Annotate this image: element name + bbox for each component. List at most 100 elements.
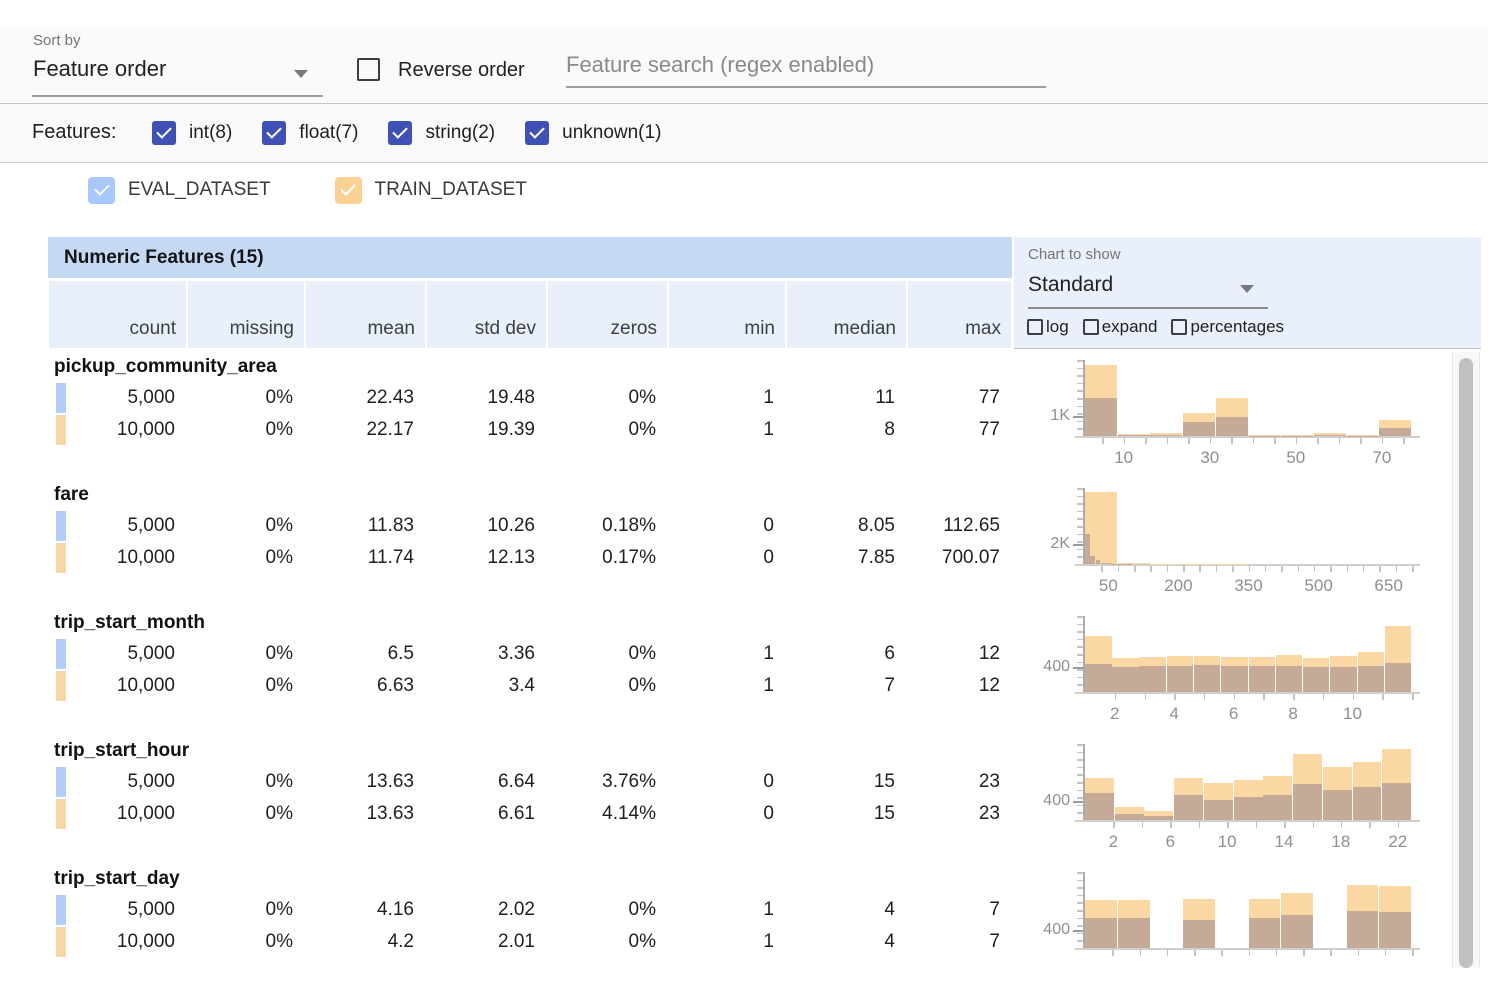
x-axis-tick	[1296, 438, 1298, 444]
x-axis-tick	[1412, 566, 1414, 572]
y-axis-tick	[1077, 654, 1083, 656]
stat-cell-count: 5,000	[48, 510, 175, 542]
reverse-order-checkbox[interactable]	[357, 58, 380, 81]
x-axis-tick	[1118, 566, 1120, 572]
x-axis-tick	[1194, 950, 1196, 956]
x-axis-tick	[1170, 822, 1172, 828]
stat-cell-mean: 22.17	[305, 414, 414, 446]
vertical-scrollbar-thumb[interactable]	[1459, 358, 1473, 968]
y-axis-tick	[1077, 375, 1083, 377]
x-axis-tick	[1313, 822, 1315, 828]
stat-cell-std-dev: 19.39	[426, 414, 535, 446]
x-axis-tick	[1382, 694, 1384, 700]
chevron-down-icon[interactable]	[1240, 285, 1254, 293]
y-axis-label: 400	[1030, 792, 1070, 810]
x-axis-tick	[1140, 950, 1142, 956]
stat-cell-std-dev: 2.02	[426, 894, 535, 926]
chart-option-checkbox[interactable]	[1083, 319, 1099, 335]
x-tick-label: 14	[1262, 832, 1306, 852]
x-axis-line	[1075, 820, 1420, 822]
dataset-checkbox[interactable]	[335, 177, 362, 204]
stat-cell-missing: 0%	[187, 414, 293, 446]
chart-to-show-dropdown[interactable]: Standard	[1028, 273, 1113, 297]
stat-cell-count: 5,000	[48, 382, 175, 414]
y-axis-tick	[1077, 541, 1083, 543]
stat-cell-std-dev: 10.26	[426, 510, 535, 542]
eval-bar	[1382, 783, 1411, 820]
features-filter-label: Features:	[32, 121, 116, 144]
eval-bar	[1106, 563, 1111, 564]
x-axis-tick	[1284, 822, 1286, 828]
stat-cell-median: 6	[786, 638, 895, 670]
chart-option-checkbox[interactable]	[1027, 319, 1043, 335]
stat-cell-median: 11	[786, 382, 895, 414]
eval-bar	[1249, 666, 1276, 692]
feature-type-checkbox[interactable]	[262, 121, 286, 145]
y-axis-tick	[1077, 526, 1083, 528]
x-tick-label: 10	[1205, 832, 1249, 852]
eval-bar	[1323, 790, 1352, 820]
y-axis-tick	[1077, 383, 1083, 385]
eval-bar	[1379, 428, 1411, 436]
feature-type-checkbox[interactable]	[525, 121, 549, 145]
dataset-checkbox[interactable]	[88, 177, 115, 204]
y-axis-tick	[1077, 398, 1083, 400]
x-axis-line	[1075, 948, 1420, 950]
feature-type-checkbox[interactable]	[388, 121, 412, 145]
x-axis-tick	[1102, 438, 1104, 444]
stat-cell-median: 15	[786, 766, 895, 798]
column-header-zeros: zeros	[548, 281, 667, 348]
stat-cell-min: 1	[668, 638, 774, 670]
y-axis-major-tick	[1073, 801, 1083, 803]
eval-bar	[1090, 556, 1095, 564]
eval-bar	[1330, 667, 1357, 692]
stat-cell-min: 1	[668, 382, 774, 414]
x-tick-label: 70	[1360, 448, 1404, 468]
checkmark-icon	[156, 123, 172, 139]
stat-cell-missing: 0%	[187, 510, 293, 542]
y-axis-tick	[1077, 518, 1083, 520]
x-axis-tick	[1167, 950, 1169, 956]
chart-option-checkbox[interactable]	[1171, 319, 1187, 335]
y-axis-tick	[1077, 662, 1083, 664]
stat-cell-min: 0	[668, 510, 774, 542]
y-axis-tick	[1077, 556, 1083, 558]
stat-cell-mean: 13.63	[305, 798, 414, 830]
dataset-legend-item-train_dataset: TRAIN_DATASET	[335, 177, 527, 204]
y-axis-tick	[1077, 631, 1083, 633]
stat-cell-max: 7	[907, 926, 1000, 958]
x-tick-label: 4	[1152, 704, 1196, 724]
eval-bar	[1085, 398, 1117, 436]
eval-bar	[1085, 664, 1112, 693]
x-axis-tick	[1199, 822, 1201, 828]
stat-cell-count: 10,000	[48, 670, 175, 702]
x-tick-label: 2	[1093, 704, 1137, 724]
y-axis-tick	[1077, 549, 1083, 551]
stat-cell-mean: 11.83	[305, 510, 414, 542]
x-axis-tick	[1341, 822, 1343, 828]
sort-by-dropdown[interactable]: Feature order	[33, 56, 166, 82]
vertical-scrollbar-track[interactable]	[1452, 352, 1480, 968]
stat-cell-count: 10,000	[48, 542, 175, 574]
y-axis-tick	[1077, 428, 1083, 430]
eval-bar	[1194, 665, 1220, 692]
column-header-max: max	[908, 281, 1011, 348]
x-axis-tick	[1379, 566, 1381, 572]
stat-cell-median: 8.05	[786, 510, 895, 542]
stat-cell-count: 10,000	[48, 798, 175, 830]
feature-search-input[interactable]	[566, 52, 1046, 88]
x-axis-tick	[1330, 566, 1332, 572]
x-tick-label: 350	[1227, 576, 1271, 596]
x-tick-label: 8	[1271, 704, 1315, 724]
y-axis-tick	[1077, 639, 1083, 641]
chevron-down-icon[interactable]	[294, 70, 308, 78]
stat-cell-missing: 0%	[187, 670, 293, 702]
feature-type-checkbox[interactable]	[152, 121, 176, 145]
stat-cell-zeros: 0%	[547, 638, 656, 670]
x-axis-tick	[1249, 950, 1251, 956]
stat-cell-median: 7	[786, 670, 895, 702]
y-axis-tick	[1077, 488, 1083, 490]
stat-cell-missing: 0%	[187, 926, 293, 958]
x-axis-tick	[1188, 438, 1190, 444]
x-tick-label: 2	[1091, 832, 1135, 852]
